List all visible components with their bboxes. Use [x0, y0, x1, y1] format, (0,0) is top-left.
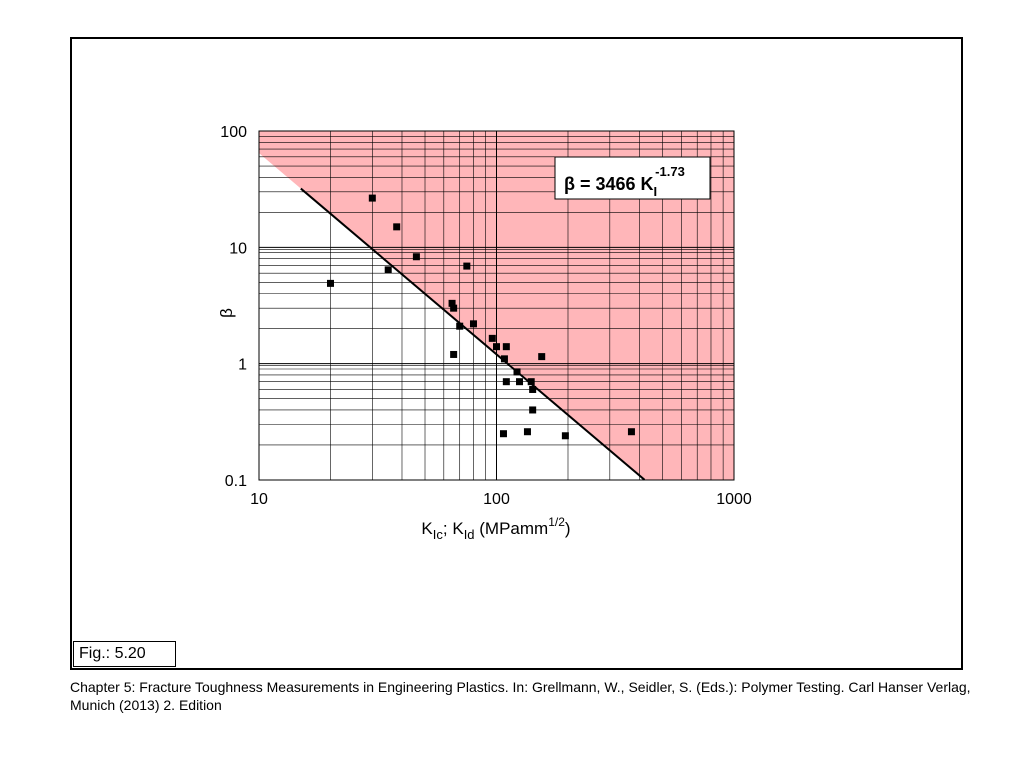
x-label-unit: (MPamm — [475, 519, 549, 538]
fit-line-segment — [300, 187, 646, 481]
grid — [259, 131, 734, 480]
equation-sub: I — [654, 184, 658, 199]
x-tick-label: 10 — [250, 491, 268, 508]
data-point — [529, 385, 537, 393]
x-tick-label: 100 — [483, 491, 510, 508]
data-point — [527, 378, 535, 386]
x-label-sup: 1/2 — [548, 515, 565, 529]
data-point — [529, 406, 537, 414]
data-point — [502, 378, 510, 386]
equation-sup: -1.73 — [655, 164, 685, 179]
y-tick-label: 10 — [229, 240, 247, 257]
data-point — [450, 304, 458, 312]
y-tick-label: 1 — [238, 357, 247, 374]
data-point — [516, 378, 524, 386]
data-point — [368, 194, 376, 202]
data-point — [513, 368, 521, 376]
data-point — [469, 320, 477, 328]
data-point — [561, 432, 569, 440]
x-axis-label: KIc; KId (MPamm1/2) — [421, 515, 570, 542]
equation-main: β = 3466 K — [564, 174, 654, 194]
equation-box — [554, 156, 711, 200]
y-axis-label: β — [217, 308, 236, 318]
data-point — [627, 428, 635, 436]
data-point — [448, 299, 456, 307]
x-tick-label: 1000 — [716, 491, 752, 508]
data-point — [523, 428, 531, 436]
data-point — [488, 334, 496, 342]
figure-caption: Chapter 5: Fracture Toughness Measuremen… — [70, 679, 971, 713]
tick-labels: 10 100 1000 0.1 1 10 100 — [220, 124, 752, 508]
data-point — [502, 343, 510, 351]
plot-border — [258, 130, 735, 481]
data-point — [412, 253, 420, 261]
data-point — [456, 322, 464, 330]
data-point — [493, 343, 500, 351]
x-label-main: K — [421, 519, 433, 538]
equation-label: β = 3466 KI -1.73 — [564, 164, 685, 199]
fit-line — [300, 187, 646, 481]
figure-label: Fig.: 5.20 — [73, 641, 176, 667]
x-label-sub2: Id — [464, 527, 475, 542]
data-point — [384, 266, 392, 274]
data-point — [538, 353, 546, 361]
data-points — [326, 194, 635, 440]
data-point — [450, 350, 458, 358]
data-point — [463, 262, 471, 270]
data-point — [393, 223, 401, 231]
data-point — [500, 355, 508, 363]
x-label-close: ) — [565, 519, 571, 538]
y-tick-label: 100 — [220, 124, 247, 141]
data-point — [326, 279, 334, 287]
figure-frame — [70, 37, 963, 670]
x-label-sub1: Ic — [433, 527, 444, 542]
x-label-sep: ; K — [443, 519, 464, 538]
y-tick-label: 0.1 — [225, 473, 247, 490]
data-point — [499, 430, 507, 438]
